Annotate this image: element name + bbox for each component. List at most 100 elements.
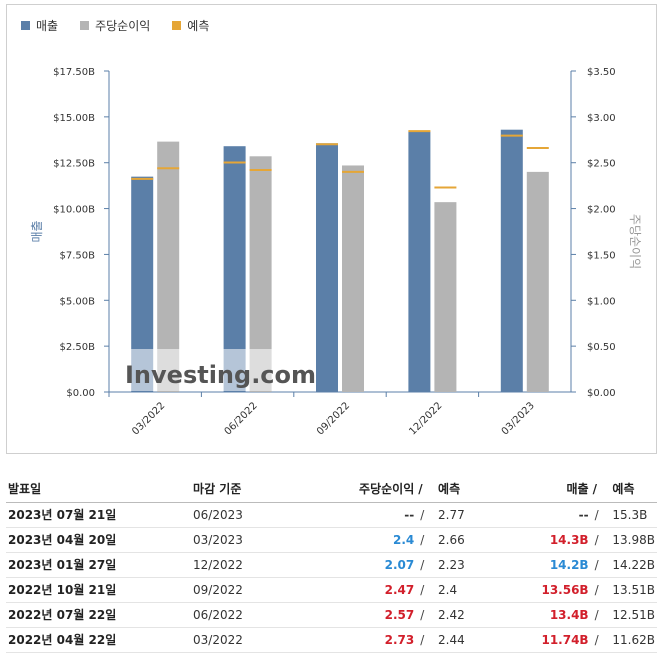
left-tick-label: $15.00B: [53, 113, 95, 124]
left-tick-label: $7.50B: [60, 250, 96, 261]
row-revenue-forecast: 13.51B: [610, 577, 657, 603]
x-tick-label: 12/2022: [407, 400, 444, 437]
row-period: 03/2023: [191, 527, 304, 553]
legend-item-revenue[interactable]: 매출: [21, 17, 58, 34]
row-eps-forecast: 2.42: [436, 602, 500, 628]
row-revenue-forecast: 14.22B: [610, 552, 657, 578]
header-period[interactable]: 마감 기준: [191, 476, 304, 503]
row-eps-sep: /: [416, 502, 437, 528]
row-revenue-sep: /: [590, 627, 611, 653]
header-revenue-forecast[interactable]: 예측: [610, 476, 657, 503]
row-eps: --: [303, 502, 417, 528]
table-header-row: 발표일 마감 기준 주당순이익 / 예측 매출 / 예측: [6, 476, 657, 503]
row-revenue-forecast: 11.62B: [610, 627, 657, 653]
legend-swatch-forecast: [172, 21, 182, 30]
row-date: 2022년 10월 21일: [6, 577, 192, 603]
row-eps: 2.57: [303, 602, 417, 628]
row-eps-forecast: 2.77: [436, 502, 500, 528]
row-eps-forecast: 2.23: [436, 552, 500, 578]
row-eps: 2.73: [303, 627, 417, 653]
bar-eps: [249, 156, 272, 392]
row-revenue: 13.4B: [499, 602, 591, 628]
table-row: 2023년 01월 27일 12/2022 2.07/2.23 14.2B/14.22…: [6, 552, 657, 578]
earnings-bar-chart: $0.00 $2.50B $5.00B $7.50B $10.00B $12.50B $15…: [30, 67, 642, 437]
bar-revenue: [131, 176, 154, 392]
row-period: 09/2022: [191, 577, 304, 603]
row-eps-forecast: 2.44: [436, 627, 500, 653]
bar-revenue: [316, 143, 338, 392]
row-date: 2023년 04월 20일: [6, 527, 192, 553]
row-eps-forecast: 2.4: [436, 577, 500, 603]
header-date[interactable]: 발표일: [6, 476, 192, 503]
x-tick-label: 03/2022: [130, 400, 167, 437]
row-revenue: --: [499, 502, 591, 528]
row-revenue: 11.74B: [499, 627, 591, 653]
x-tick-label: 09/2022: [315, 400, 352, 437]
header-revenue-sep: /: [590, 476, 611, 503]
investing-watermark: Investing.com: [122, 349, 316, 391]
earnings-chart-panel: 매출 주당순이익 예측 $0.00 $2.50B $5.00B $7.50B $10.0…: [6, 4, 657, 454]
row-date: 2023년 01월 27일: [6, 552, 192, 578]
bar-eps: [526, 171, 549, 392]
chart-legend: 매출 주당순이익 예측: [21, 17, 209, 34]
row-revenue-sep: /: [590, 527, 611, 553]
row-revenue-sep: /: [590, 552, 611, 578]
row-eps: 2.4: [303, 527, 417, 553]
row-eps-sep: /: [416, 552, 437, 578]
right-tick-label: $1.50: [587, 250, 616, 261]
right-tick-label: $2.00: [587, 205, 616, 216]
row-revenue-sep: /: [590, 502, 611, 528]
right-tick-label: $2.50: [587, 159, 616, 170]
row-eps: 2.07: [303, 552, 417, 578]
row-revenue-sep: /: [590, 602, 611, 628]
legend-swatch-revenue: [21, 21, 30, 30]
bar-eps: [434, 202, 457, 392]
x-tick-label: 03/2023: [500, 400, 537, 437]
bar-eps: [157, 141, 180, 392]
row-period: 12/2022: [191, 552, 304, 578]
header-eps-sep: /: [416, 476, 437, 503]
earnings-table: 발표일 마감 기준 주당순이익 / 예측 매출 / 예측 2023년 07월 2…: [6, 476, 657, 653]
watermark-text: Investing.com: [125, 361, 316, 389]
legend-label-eps: 주당순이익: [95, 19, 151, 33]
row-revenue-forecast: 15.3B: [610, 502, 657, 528]
row-revenue-forecast: 13.98B: [610, 527, 657, 553]
header-eps[interactable]: 주당순이익: [303, 476, 417, 503]
right-axis-title: 주당순이익: [628, 214, 642, 269]
legend-item-eps[interactable]: 주당순이익: [80, 17, 150, 34]
row-eps-sep: /: [416, 577, 437, 603]
left-tick-label: $5.00B: [60, 296, 96, 307]
x-tick-label: 06/2022: [223, 400, 260, 437]
row-period: 03/2022: [191, 627, 304, 653]
row-date: 2023년 07월 21일: [6, 502, 192, 528]
row-period: 06/2023: [191, 502, 304, 528]
table-row: 2023년 07월 21일 06/2023 --/2.77 --/15.3B: [6, 502, 657, 528]
row-eps: 2.47: [303, 577, 417, 603]
bar-revenue: [223, 146, 246, 392]
row-date: 2022년 04월 22일: [6, 627, 192, 653]
row-eps-sep: /: [416, 602, 437, 628]
header-revenue[interactable]: 매출: [499, 476, 591, 503]
row-revenue-forecast: 12.51B: [610, 602, 657, 628]
left-tick-label: $0.00: [66, 388, 95, 399]
legend-item-forecast[interactable]: 예측: [172, 17, 209, 34]
bar-eps: [342, 165, 364, 392]
row-eps-forecast: 2.66: [436, 527, 500, 553]
left-tick-label: $17.50B: [53, 67, 95, 78]
legend-label-forecast: 예측: [187, 19, 210, 33]
row-revenue: 13.56B: [499, 577, 591, 603]
table-row: 2022년 07월 22일 06/2022 2.57/2.42 13.4B/12.51…: [6, 602, 657, 628]
table-row: 2023년 04월 20일 03/2023 2.4/2.66 14.3B/13.98B: [6, 527, 657, 553]
watermark-backdrop: [122, 349, 297, 391]
header-eps-forecast[interactable]: 예측: [436, 476, 500, 503]
bar-revenue: [500, 129, 523, 392]
left-tick-label: $12.50B: [53, 159, 95, 170]
bar-revenue: [408, 131, 431, 392]
row-period: 06/2022: [191, 602, 304, 628]
right-tick-label: $3.00: [587, 113, 616, 124]
row-revenue: 14.3B: [499, 527, 591, 553]
row-eps-sep: /: [416, 627, 437, 653]
right-tick-label: $3.50: [587, 67, 616, 78]
legend-swatch-eps: [80, 21, 90, 30]
table-row: 2022년 10월 21일 09/2022 2.47/2.4 13.56B/13.51…: [6, 577, 657, 603]
